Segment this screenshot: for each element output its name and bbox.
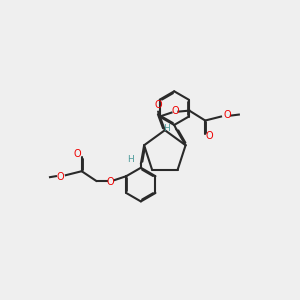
Text: H: H (128, 155, 134, 164)
Text: O: O (56, 172, 64, 182)
Text: O: O (223, 110, 231, 120)
Text: O: O (154, 100, 162, 110)
Text: H: H (163, 124, 169, 134)
Text: O: O (106, 177, 114, 187)
Text: O: O (172, 106, 179, 116)
Text: O: O (205, 131, 213, 141)
Text: O: O (74, 149, 82, 159)
